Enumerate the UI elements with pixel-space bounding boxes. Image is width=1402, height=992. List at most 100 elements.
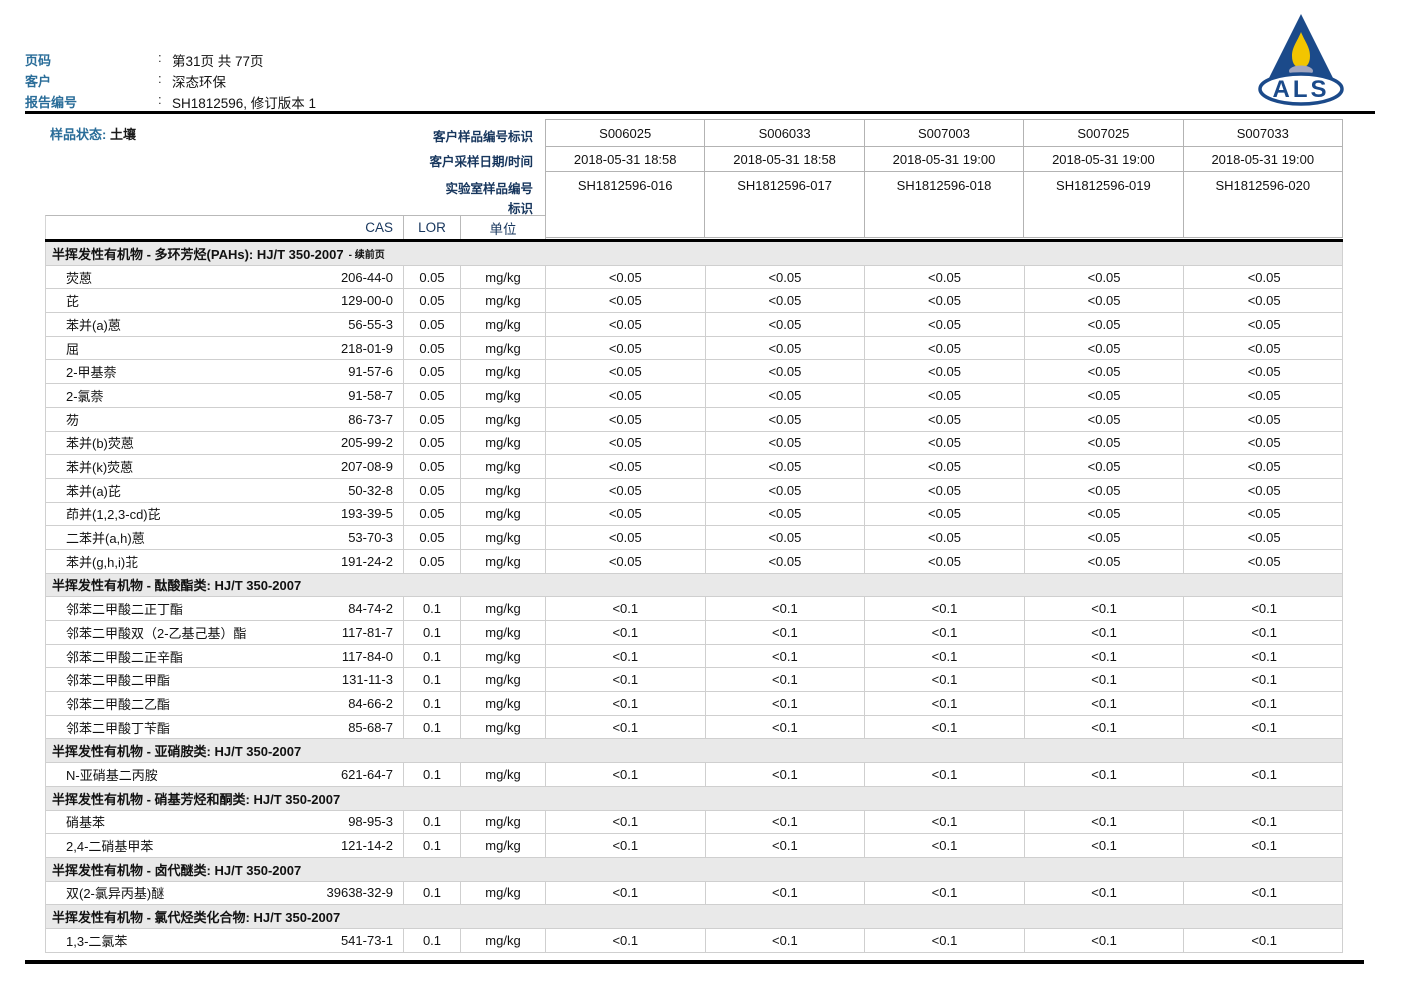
result-value: <0.1 xyxy=(706,763,866,786)
result-value: <0.05 xyxy=(546,313,706,336)
result-value: <0.1 xyxy=(1251,601,1277,617)
result-value: <0.05 xyxy=(546,526,706,549)
result-value: <0.05 xyxy=(546,502,706,526)
analyte-row: 屈 218-01-9 0.05 mg/kg <0.05 <0.05 <0.05 <0.05 <0… xyxy=(46,336,1342,361)
analyte-name: 苯并(b)荧蒽 xyxy=(66,436,134,452)
analyte-cas: 84-74-2 xyxy=(286,597,404,620)
result-value: <0.1 xyxy=(546,810,706,834)
analyte-lor: 0.05 xyxy=(404,526,461,549)
analyte-name: 荧蒽 xyxy=(66,270,93,286)
analyte-lor: 0.1 xyxy=(404,668,461,692)
result-value: <0.1 xyxy=(706,644,866,668)
sample-datetime-cell: 2018-05-31 19:00 xyxy=(864,147,1025,172)
sample-row-label: 实验室样品编号 xyxy=(445,182,533,196)
analyte-row: 苯并(g,h,i)苝 191-24-2 0.05 mg/kg <0.05 <0.05 <0.… xyxy=(46,549,1342,574)
result-value: <0.1 xyxy=(1025,928,1185,952)
analyte-unit: mg/kg xyxy=(461,810,546,834)
analyte-cas: 85-68-7 xyxy=(286,715,404,739)
analyte-row: 1,3-二氯苯 541-73-1 0.1 mg/kg <0.1 <0.1 <0.1 <0.1 <… xyxy=(46,928,1342,953)
analyte-unit: mg/kg xyxy=(461,834,546,857)
analyte-lor: 0.05 xyxy=(404,407,461,431)
page-header-row: 页码: 第31页 共 77页 xyxy=(25,50,316,71)
analyte-lor: 0.1 xyxy=(404,810,461,834)
analyte-name: 苯并(k)荧蒽 xyxy=(66,460,134,476)
section-title: 半挥发性有机物 - 酞酸酯类: HJ/T 350-2007 xyxy=(52,578,302,594)
analyte-row: 2-氯萘 91-58-7 0.05 mg/kg <0.05 <0.05 <0.05 <0.05… xyxy=(46,384,1342,408)
analyte-cas: 191-24-2 xyxy=(286,549,404,573)
analyte-row: N-亚硝基二丙胺 621-64-7 0.1 mg/kg <0.1 <0.1 <0.1 <0.1… xyxy=(46,763,1342,787)
page-header-label: 页码 xyxy=(25,53,52,68)
result-value: <0.1 xyxy=(1025,810,1185,834)
analyte-unit: mg/kg xyxy=(461,265,546,289)
result-value: <0.05 xyxy=(706,289,866,313)
result-value: <0.1 xyxy=(546,597,706,620)
result-value: <0.05 xyxy=(546,360,706,384)
result-value: <0.1 xyxy=(546,881,706,905)
analyte-row: 邻苯二甲酸二正丁酯 84-74-2 0.1 mg/kg <0.1 <0.1 <0.1 <0.1… xyxy=(46,597,1342,621)
sample-datetime-cell: 2018-05-31 18:58 xyxy=(546,147,706,172)
result-value: <0.05 xyxy=(865,431,1025,455)
sample-row-labels: 客户样品编号标识 客户采样日期/时间 实验室样品编号 标识 xyxy=(45,118,533,218)
result-value: <0.1 xyxy=(865,715,1025,739)
result-value: <0.1 xyxy=(1251,814,1277,830)
section-title: 半挥发性有机物 - 硝基芳烃和酮类: HJ/T 350-2007 xyxy=(52,791,341,807)
analyte-unit: mg/kg xyxy=(461,668,546,692)
analyte-lor: 0.1 xyxy=(404,834,461,857)
result-value: <0.1 xyxy=(865,692,1025,715)
result-value: <0.05 xyxy=(865,526,1025,549)
analyte-cas: 86-73-7 xyxy=(286,407,404,431)
analyte-lor: 0.1 xyxy=(404,928,461,952)
analyte-lor: 0.05 xyxy=(404,431,461,455)
result-value: <0.05 xyxy=(865,313,1025,336)
analyte-unit: mg/kg xyxy=(461,928,546,952)
analyte-cas: 205-99-2 xyxy=(286,431,404,455)
section-title: 半挥发性有机物 - 氯代烃类化合物: HJ/T 350-2007 xyxy=(52,910,341,926)
analyte-row: 苯并(b)荧蒽 205-99-2 0.05 mg/kg <0.05 <0.05 <0.05 <… xyxy=(46,431,1342,456)
result-value: <0.05 xyxy=(1247,293,1281,309)
result-value: <0.1 xyxy=(865,597,1025,620)
sample-datetime-cell: 2018-05-31 19:00 xyxy=(1024,147,1184,172)
analyte-row: 苯并(k)荧蒽 207-08-9 0.05 mg/kg <0.05 <0.05 <0.05 <… xyxy=(46,455,1342,479)
sample-state-label: 样品状态: xyxy=(50,127,107,142)
analyte-name: 屈 xyxy=(66,341,80,357)
result-value: <0.05 xyxy=(1025,549,1185,573)
analyte-cas: 50-32-8 xyxy=(286,478,404,502)
result-value: <0.05 xyxy=(865,336,1025,360)
section-header-row: 半挥发性有机物 - 卤代醚类: HJ/T 350-2007 xyxy=(46,857,1342,882)
result-value: <0.1 xyxy=(865,668,1025,692)
result-value: <0.1 xyxy=(1251,838,1277,854)
result-value: <0.1 xyxy=(1025,715,1185,739)
analyte-name: N-亚硝基二丙胺 xyxy=(66,767,158,783)
result-value: <0.05 xyxy=(1247,269,1281,285)
section-header-row: 半挥发性有机物 - 硝基芳烃和酮类: HJ/T 350-2007 xyxy=(46,786,1342,811)
result-value: <0.1 xyxy=(1025,668,1185,692)
result-value: <0.05 xyxy=(1247,553,1281,569)
analyte-lor: 0.05 xyxy=(404,455,461,478)
page-header-row: 报告编号: SH1812596, 修订版本 1 xyxy=(25,92,316,113)
analyte-cas: 39638-32-9 xyxy=(286,881,404,905)
result-value: <0.05 xyxy=(706,431,866,455)
analyte-cas: 121-14-2 xyxy=(286,834,404,857)
sample-row-label: 标识 xyxy=(507,202,533,216)
section-header-row: 半挥发性有机物 - 多环芳烃(PAHs): HJ/T 350-2007 - 续前页 xyxy=(46,242,1342,266)
analyte-row: 邻苯二甲酸二乙酯 84-66-2 0.1 mg/kg <0.1 <0.1 <0.1 <0.1 <… xyxy=(46,692,1342,716)
analyte-unit: mg/kg xyxy=(461,336,546,360)
result-value: <0.05 xyxy=(1025,431,1185,455)
analyte-name: 邻苯二甲酸二正丁酯 xyxy=(66,602,184,618)
analyte-cas: 129-00-0 xyxy=(286,289,404,313)
analyte-row: 二苯并(a,h)蒽 53-70-3 0.05 mg/kg <0.05 <0.05 <0.05… xyxy=(46,526,1342,550)
analyte-lor: 0.05 xyxy=(404,502,461,526)
sample-id-cell: S006025 xyxy=(546,120,706,147)
analyte-lor: 0.1 xyxy=(404,763,461,786)
analyte-cas: 98-95-3 xyxy=(286,810,404,834)
analyte-unit: mg/kg xyxy=(461,407,546,431)
results-table-body: 半挥发性有机物 - 多环芳烃(PAHs): HJ/T 350-2007 - 续前页… xyxy=(45,242,1343,953)
sample-state: 样品状态: 土壤 xyxy=(50,124,136,143)
result-value: <0.05 xyxy=(865,455,1025,478)
result-value: <0.1 xyxy=(546,834,706,857)
analyte-name: 芘 xyxy=(66,294,80,310)
result-value: <0.1 xyxy=(706,881,866,905)
analyte-unit: mg/kg xyxy=(461,692,546,715)
analyte-row: 苯并(a)芘 50-32-8 0.05 mg/kg <0.05 <0.05 <0.05 <0.… xyxy=(46,478,1342,503)
